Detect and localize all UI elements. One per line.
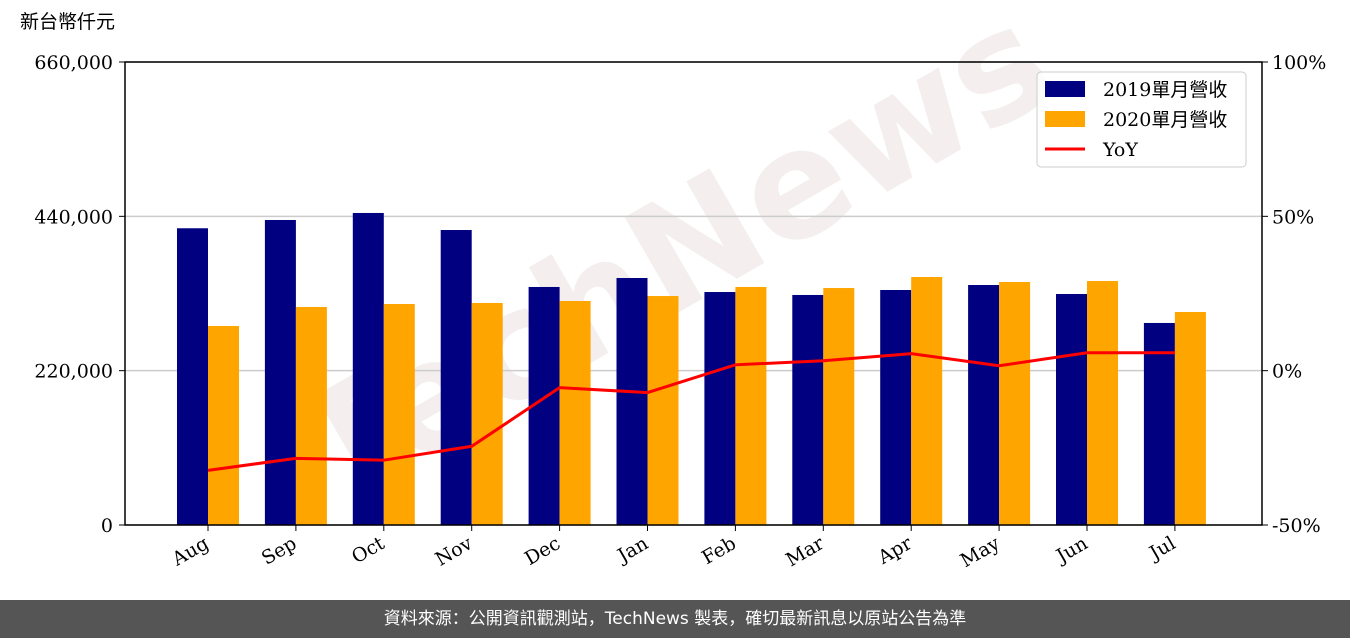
x-tick-label: Nov (432, 532, 477, 571)
bar (968, 285, 1000, 525)
footer: 資料來源：公開資訊觀測站，TechNews 製表，確切最新訊息以原站公告為準 (0, 600, 1350, 638)
y-tick-label: 220,000 (34, 361, 113, 383)
legend-box (1036, 71, 1247, 168)
bar (177, 228, 208, 525)
y2-tick-label: 100% (1272, 52, 1326, 74)
x-tick-label: Feb (698, 532, 740, 569)
bar (880, 289, 912, 525)
y2-tick-label: -50% (1272, 515, 1321, 537)
legend-label: 2020單月營收 (1103, 109, 1227, 131)
bar (792, 294, 824, 525)
legend-swatch (1045, 81, 1085, 97)
x-tick-label: Dec (521, 532, 564, 570)
y-axis-label: 新台幣仟元 (20, 11, 115, 33)
bar (383, 304, 415, 525)
bar (471, 302, 503, 525)
bar (1174, 312, 1206, 525)
bar (911, 277, 943, 525)
bar (295, 306, 327, 525)
bar (616, 277, 648, 525)
y-tick-label: 660,000 (34, 52, 113, 74)
x-tick-label: Sep (258, 532, 301, 569)
y2-tick-label: 50% (1272, 206, 1314, 228)
bar (1056, 293, 1087, 525)
x-tick-label: Jul (1144, 532, 1179, 565)
y-tick-label: 440,000 (34, 206, 113, 228)
x-tick-label: May (957, 532, 1004, 572)
chart: 新台幣仟元 TechNews 0220,000440,000660,000-50… (20, 0, 1326, 572)
bar (208, 325, 239, 525)
bar (1087, 281, 1118, 525)
line (207, 351, 1175, 472)
bar (1143, 322, 1175, 525)
bar (647, 296, 679, 525)
legend-swatch (1045, 111, 1085, 127)
bar (352, 212, 384, 525)
x-tick-label: Aug (168, 532, 213, 571)
x-tick-label: Mar (782, 532, 828, 571)
plot-frame (124, 61, 1263, 526)
bar (704, 292, 736, 525)
bar (823, 288, 855, 525)
legend-label: YoY (1102, 139, 1138, 161)
bar (440, 230, 472, 525)
x-tick-label: Jun (1051, 532, 1092, 568)
bar (735, 286, 767, 525)
y-tick-label: 0 (101, 515, 113, 537)
x-tick-label: Apr (874, 532, 917, 569)
y2-tick-label: 0% (1272, 361, 1302, 383)
bar (559, 301, 591, 525)
legend-label: 2019單月營收 (1103, 79, 1227, 101)
x-tick-label: Jan (612, 532, 652, 568)
bar (999, 281, 1031, 525)
bar (264, 219, 296, 526)
